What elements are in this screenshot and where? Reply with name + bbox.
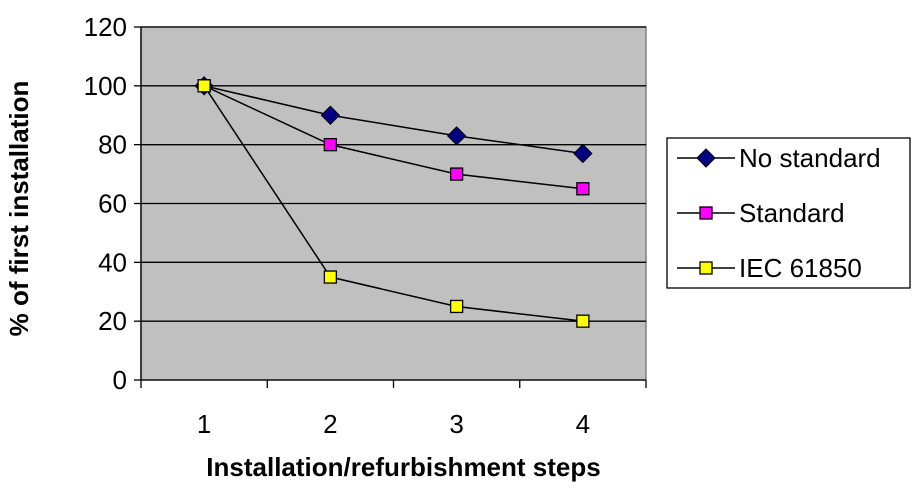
x-tick-label: 3 xyxy=(449,409,463,439)
x-axis-ticks: 1 2 3 4 xyxy=(140,380,647,439)
legend-label: IEC 61850 xyxy=(739,253,862,283)
legend-label: Standard xyxy=(739,198,845,228)
series-line xyxy=(203,85,583,155)
data-point xyxy=(449,299,464,314)
series-line xyxy=(203,85,583,322)
gridlines xyxy=(141,26,646,322)
y-tick-label: 100 xyxy=(84,71,127,101)
legend-marker xyxy=(699,206,713,220)
data-point xyxy=(323,138,338,152)
legend-marker xyxy=(696,148,716,168)
data-point xyxy=(320,105,341,125)
data-point xyxy=(576,314,590,328)
x-axis-title: Installation/refurbishment steps xyxy=(206,452,600,482)
y-tick-label: 80 xyxy=(98,130,127,160)
data-point xyxy=(446,126,467,146)
legend-entry: Standard xyxy=(677,198,845,228)
legend-entry: No standard xyxy=(677,143,881,173)
data-point xyxy=(197,79,211,93)
series-iec-61850 xyxy=(197,79,590,328)
series-layer xyxy=(194,76,593,328)
legend-label: No standard xyxy=(739,143,881,173)
y-tick-label: 0 xyxy=(113,365,127,395)
legend-entry: IEC 61850 xyxy=(677,253,862,283)
y-axis-ticks: 0 20 40 60 80 100 120 xyxy=(84,12,141,395)
y-tick-label: 20 xyxy=(98,306,127,336)
data-point xyxy=(323,270,338,284)
x-tick-label: 4 xyxy=(576,409,590,439)
legend: No standard Standard IEC 61850 xyxy=(666,137,911,289)
y-tick-label: 120 xyxy=(84,12,127,42)
y-tick-label: 60 xyxy=(98,189,127,219)
y-axis-title: % of first installation xyxy=(4,81,34,337)
legend-marker xyxy=(699,261,713,275)
data-point xyxy=(449,167,464,181)
y-tick-label: 40 xyxy=(98,247,127,277)
series-line xyxy=(203,85,583,190)
data-point xyxy=(576,182,590,196)
x-tick-label: 1 xyxy=(197,409,211,439)
x-tick-label: 2 xyxy=(323,409,337,439)
data-point xyxy=(573,143,593,164)
